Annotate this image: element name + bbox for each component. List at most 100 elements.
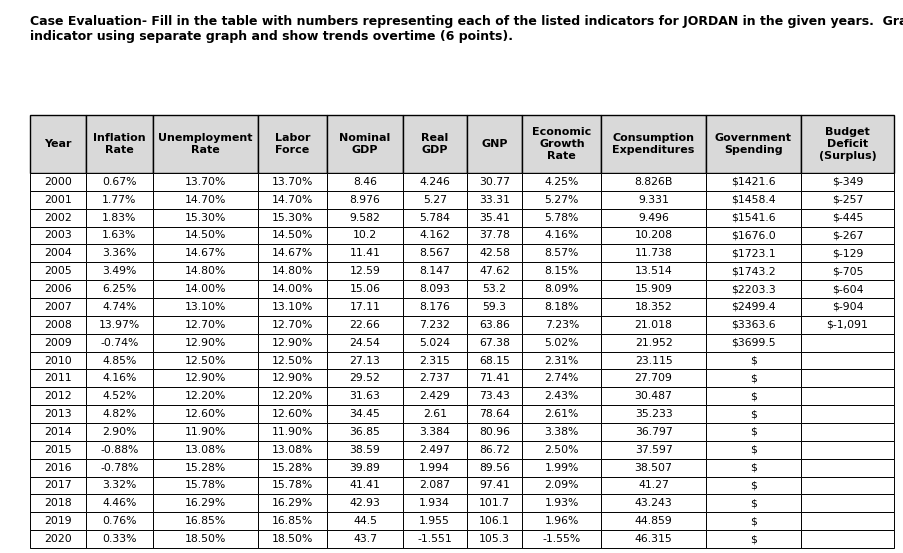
Text: 35.233: 35.233 [634, 409, 672, 419]
Text: 39.89: 39.89 [349, 463, 380, 473]
Text: 2000: 2000 [44, 177, 71, 187]
Text: 67.38: 67.38 [479, 338, 509, 348]
Bar [403, 441, 466, 459]
Text: 12.60%: 12.60% [184, 409, 226, 419]
Text: 11.90%: 11.90% [184, 427, 226, 437]
Bar [522, 208, 600, 227]
Text: 15.28%: 15.28% [272, 463, 312, 473]
Text: 1.96%: 1.96% [545, 516, 579, 526]
Bar [466, 227, 522, 244]
Text: 30.487: 30.487 [634, 391, 672, 401]
Text: 7.23%: 7.23% [545, 320, 579, 330]
Text: 15.78%: 15.78% [184, 481, 226, 491]
Bar [327, 244, 403, 262]
Bar [257, 494, 327, 512]
Text: 14.80%: 14.80% [272, 266, 312, 276]
Bar [800, 352, 893, 369]
Text: 30.77: 30.77 [479, 177, 509, 187]
Text: 5.78%: 5.78% [545, 213, 579, 223]
Text: $1541.6: $1541.6 [731, 213, 775, 223]
Text: -0.74%: -0.74% [100, 338, 138, 348]
Text: 12.90%: 12.90% [272, 373, 312, 383]
Bar [600, 244, 705, 262]
Text: 4.162: 4.162 [419, 231, 450, 241]
Bar [257, 280, 327, 298]
Bar [30, 494, 86, 512]
Bar [466, 405, 522, 423]
Bar [600, 262, 705, 280]
Bar [86, 115, 153, 173]
Text: $1743.2: $1743.2 [731, 266, 775, 276]
Text: 15.28%: 15.28% [184, 463, 226, 473]
Text: 12.70%: 12.70% [272, 320, 312, 330]
Text: 7.232: 7.232 [419, 320, 450, 330]
Bar [153, 441, 257, 459]
Bar [800, 477, 893, 494]
Bar [86, 191, 153, 208]
Text: $: $ [749, 445, 756, 455]
Text: 2016: 2016 [44, 463, 71, 473]
Text: $-445: $-445 [831, 213, 862, 223]
Bar [327, 333, 403, 352]
Bar [466, 173, 522, 191]
Bar [522, 227, 600, 244]
Text: 18.50%: 18.50% [272, 534, 312, 544]
Bar [800, 530, 893, 548]
Text: 41.41: 41.41 [349, 481, 380, 491]
Text: 13.514: 13.514 [634, 266, 672, 276]
Text: 2.087: 2.087 [419, 481, 450, 491]
Text: $1458.4: $1458.4 [731, 195, 775, 205]
Bar [86, 423, 153, 441]
Bar [30, 477, 86, 494]
Bar [153, 244, 257, 262]
Bar [800, 316, 893, 333]
Bar [403, 387, 466, 405]
Bar [705, 512, 800, 530]
Bar [86, 369, 153, 387]
Bar [153, 316, 257, 333]
Text: 15.78%: 15.78% [272, 481, 312, 491]
Text: 1.934: 1.934 [419, 498, 450, 508]
Bar [327, 494, 403, 512]
Text: 2003: 2003 [44, 231, 71, 241]
Text: Government
Spending: Government Spending [714, 133, 791, 155]
Bar [522, 333, 600, 352]
Bar [30, 352, 86, 369]
Bar [153, 423, 257, 441]
Text: 23.115: 23.115 [634, 356, 672, 366]
Text: 2001: 2001 [44, 195, 71, 205]
Bar [466, 459, 522, 477]
Bar [705, 316, 800, 333]
Text: 2004: 2004 [44, 248, 71, 258]
Text: 22.66: 22.66 [349, 320, 380, 330]
Text: 12.50%: 12.50% [272, 356, 312, 366]
Bar [705, 441, 800, 459]
Text: -0.78%: -0.78% [100, 463, 138, 473]
Text: 18.50%: 18.50% [184, 534, 226, 544]
Text: 3.384: 3.384 [419, 427, 450, 437]
Text: 2019: 2019 [44, 516, 71, 526]
Bar [257, 459, 327, 477]
Text: 36.797: 36.797 [634, 427, 672, 437]
Text: 8.57%: 8.57% [545, 248, 579, 258]
Bar [403, 369, 466, 387]
Bar [705, 262, 800, 280]
Bar [30, 115, 86, 173]
Text: $2499.4: $2499.4 [731, 302, 775, 312]
Bar [522, 423, 600, 441]
Text: $1676.0: $1676.0 [731, 231, 775, 241]
Text: 2.43%: 2.43% [545, 391, 579, 401]
Text: 2.74%: 2.74% [545, 373, 579, 383]
Bar [327, 115, 403, 173]
Text: 17.11: 17.11 [349, 302, 380, 312]
Bar [257, 333, 327, 352]
Text: $1723.1: $1723.1 [731, 248, 775, 258]
Bar [30, 369, 86, 387]
Bar [600, 298, 705, 316]
Text: 4.74%: 4.74% [102, 302, 136, 312]
Text: 14.50%: 14.50% [272, 231, 312, 241]
Text: 16.85%: 16.85% [184, 516, 226, 526]
Bar [403, 405, 466, 423]
Bar [30, 280, 86, 298]
Text: 4.246: 4.246 [419, 177, 450, 187]
